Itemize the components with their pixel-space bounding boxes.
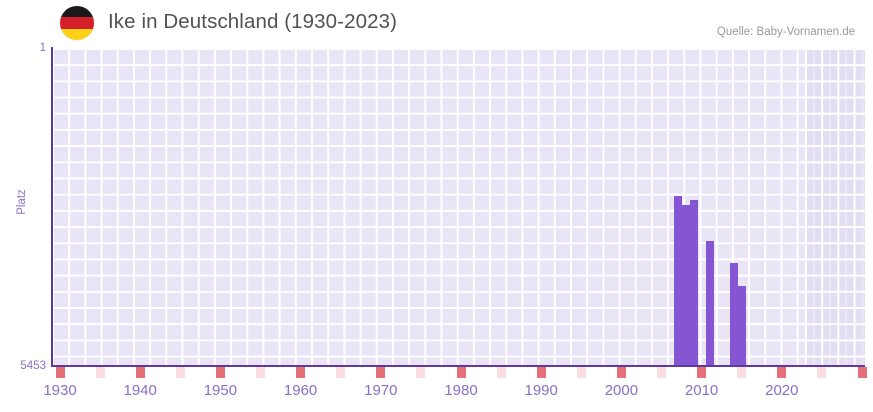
x-axis-tick-major	[456, 367, 466, 378]
x-axis-tick-major	[55, 367, 65, 378]
x-axis-tick-label: 1940	[123, 382, 157, 399]
source-attribution: Quelle: Baby-Vornamen.de	[716, 26, 855, 38]
x-axis-tick-label: 2020	[765, 382, 799, 399]
x-axis-tick-label: 2000	[604, 382, 639, 399]
x-axis-tick-minor	[496, 367, 506, 378]
bar	[673, 196, 682, 365]
x-axis-tick-label: 1960	[283, 382, 318, 399]
x-axis-tick-major	[296, 367, 306, 378]
x-axis-tick-major	[376, 367, 386, 378]
x-axis-tick-major	[135, 367, 145, 378]
german-flag-icon	[60, 6, 94, 40]
x-axis-tick-minor	[416, 367, 426, 378]
x-axis-tick-label: 1950	[203, 382, 238, 399]
bar	[729, 263, 739, 365]
x-axis-tick-label: 1970	[364, 382, 398, 399]
plot-region	[52, 48, 865, 365]
chart-header: Ike in Deutschland (1930-2023) Quelle: B…	[0, 0, 873, 46]
x-axis-tick-minor	[256, 367, 265, 378]
x-axis-tick-minor	[576, 367, 586, 378]
x-axis-tick-major	[697, 367, 707, 378]
x-axis-line	[51, 365, 865, 367]
x-axis-tick-minor	[95, 367, 105, 378]
x-axis-tick-minor	[817, 367, 827, 378]
x-axis-tick-label: 2010	[684, 382, 719, 399]
future-grid-lines	[805, 48, 865, 365]
x-axis-tick-major	[857, 367, 867, 378]
x-axis-tick-minor	[175, 367, 185, 378]
y-axis-label: Platz	[16, 189, 28, 215]
bar	[737, 286, 747, 365]
grid-lines	[52, 48, 865, 365]
x-axis-tick-major	[536, 367, 546, 378]
x-axis-tick-label: 1990	[524, 382, 558, 399]
bar	[705, 241, 715, 365]
x-axis-tick-label: 1930	[43, 382, 77, 399]
y-axis-tick-bottom: 5453	[20, 360, 46, 372]
x-axis-tick-major	[616, 367, 626, 378]
x-axis-tick-major	[215, 367, 225, 378]
y-axis-line	[51, 47, 53, 367]
x-axis-tick-minor	[657, 367, 666, 378]
bar	[689, 200, 699, 365]
y-axis-tick-top: 1	[39, 42, 46, 54]
x-axis-tick-minor	[737, 367, 747, 378]
bar	[681, 205, 691, 365]
page-title: Ike in Deutschland (1930-2023)	[108, 10, 398, 33]
x-axis-tick-minor	[336, 367, 346, 378]
x-axis-tick-label: 1980	[444, 382, 478, 399]
x-axis-tick-major	[777, 367, 787, 378]
